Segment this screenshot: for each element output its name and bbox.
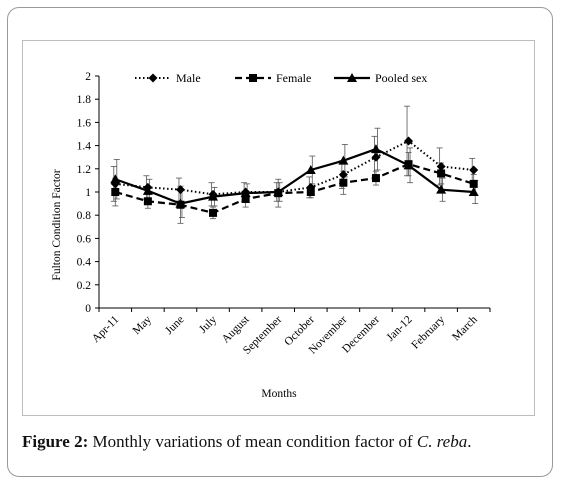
legend-male-marker	[148, 73, 158, 83]
female-point	[469, 179, 478, 188]
y-tick-label: 0.6	[77, 233, 92, 245]
legend-female-label: Female	[276, 71, 311, 85]
y-tick-label: 1.4	[77, 141, 92, 153]
x-tick-label: March	[450, 313, 480, 343]
pooled-sex-point	[338, 155, 349, 165]
male-point	[338, 170, 348, 180]
male-series-line	[115, 139, 474, 196]
female-point	[371, 174, 380, 183]
male-point	[175, 185, 185, 195]
pooled-sex-series-line	[114, 147, 474, 205]
error-bars	[110, 105, 479, 224]
pooled-sex-point	[370, 144, 381, 154]
caption-figure-label: Figure 2:	[22, 432, 89, 451]
y-tick-labels: 0 0.2 0.4 0.6 0.8 1 1.2 1.4 1.6 1.8 2	[77, 71, 92, 315]
female-point	[209, 208, 218, 217]
female-point	[306, 188, 315, 196]
line-chart: 0 0.2 0.4 0.6 0.8 1 1.2 1.4 1.6 1.8 2 Apr-11 May Jun…	[51, 71, 491, 400]
pooled-sex-point	[208, 191, 219, 201]
male-point	[469, 165, 479, 175]
chart-axes	[95, 75, 491, 312]
female-point	[339, 178, 348, 187]
female-point	[111, 188, 120, 196]
legend-pooled-sex-label: Pooled sex	[375, 71, 427, 85]
x-tick-labels: Apr-11 May June July AugustSeptemberOctoberN…	[90, 313, 480, 357]
y-tick-label: 1.2	[77, 164, 92, 176]
y-tick-label: 1.8	[77, 94, 92, 106]
y-tick-label: 2	[85, 71, 91, 83]
legend: Male Female Pooled sex	[135, 71, 427, 85]
pooled-sex-point	[403, 160, 414, 170]
chart-area: 0 0.2 0.4 0.6 0.8 1 1.2 1.4 1.6 1.8 2 Apr-11 May Jun…	[22, 40, 535, 416]
x-tick-label: June	[163, 314, 186, 337]
x-tick-label: May	[131, 313, 155, 337]
pooled-sex-point	[240, 188, 251, 198]
female-point	[241, 194, 250, 203]
caption-text: Monthly variations of mean condition fac…	[88, 432, 417, 451]
pooled-sex-point	[273, 187, 284, 196]
caption-end: .	[467, 432, 472, 451]
x-tick-label: July	[197, 313, 219, 335]
series-markers	[110, 136, 479, 217]
male-point	[436, 161, 446, 171]
pooled-sex-point	[142, 185, 153, 195]
pooled-sex-point	[468, 187, 479, 196]
x-axis-label: Months	[261, 388, 297, 400]
female-point	[143, 197, 152, 206]
figure-caption: Figure 2: Monthly variations of mean con…	[22, 432, 542, 452]
female-series-line	[114, 162, 475, 215]
male-point	[371, 152, 381, 162]
x-tick-label: February	[409, 313, 447, 351]
legend-male-label: Male	[176, 71, 201, 85]
female-point	[437, 169, 446, 178]
legend-female-marker	[249, 74, 257, 82]
y-tick-label: 0.2	[77, 280, 92, 292]
y-axis-label: Fulton Condition Factor	[51, 169, 63, 280]
legend-pooled-sex-marker	[347, 73, 357, 82]
y-tick-label: 0	[85, 303, 91, 315]
caption-species: C. reba	[416, 432, 468, 451]
pooled-sex-point	[175, 198, 186, 208]
pooled-sex-point	[110, 174, 121, 184]
x-tick-label: Jan-12	[384, 313, 414, 343]
male-point	[404, 136, 414, 146]
pooled-sex-point	[436, 184, 447, 194]
pooled-sex-point	[305, 164, 316, 174]
y-tick-label: 0.8	[77, 210, 92, 222]
x-tick-label: Apr-11	[90, 313, 122, 345]
y-tick-label: 1	[85, 187, 91, 199]
y-tick-label: 0.4	[77, 257, 92, 269]
figure-frame: 0 0.2 0.4 0.6 0.8 1 1.2 1.4 1.6 1.8 2 Apr-11 May Jun…	[7, 7, 553, 477]
y-tick-label: 1.6	[77, 117, 92, 129]
series-lines	[114, 139, 475, 215]
